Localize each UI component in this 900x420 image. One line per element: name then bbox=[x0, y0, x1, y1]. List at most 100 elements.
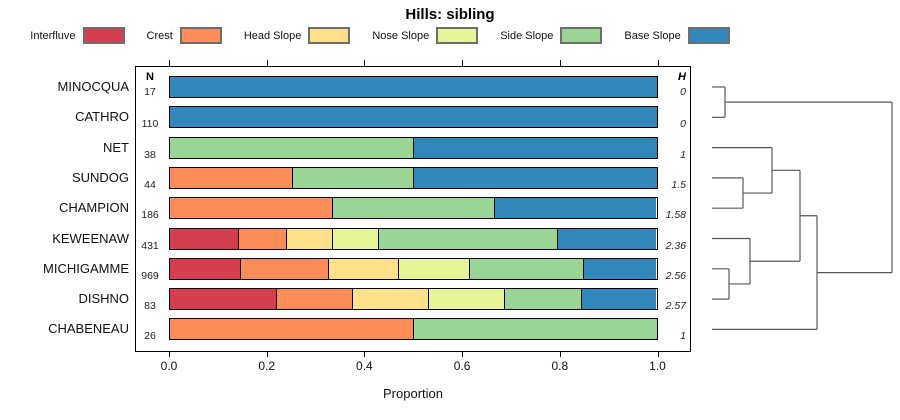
n-value: 83 bbox=[144, 300, 156, 313]
bar-segment-side-slope bbox=[413, 319, 657, 340]
legend-label: Side Slope bbox=[500, 29, 554, 42]
bar-row bbox=[169, 197, 658, 220]
bar-segment-side-slope bbox=[332, 198, 494, 219]
x-axis-tick-bottom bbox=[364, 351, 366, 357]
bar-row bbox=[169, 257, 658, 280]
bar-segment-nose-slope bbox=[398, 258, 469, 279]
bar-segment-base-slope bbox=[493, 198, 657, 219]
row-label: CATHRO bbox=[75, 109, 129, 125]
legend-label: Interfluve bbox=[30, 29, 76, 42]
x-axis-tick-label: 0.4 bbox=[356, 359, 373, 373]
x-axis-tick-label: 0.8 bbox=[551, 359, 569, 373]
bar-segment-crest bbox=[170, 198, 332, 219]
x-axis-tick-label: 0.2 bbox=[258, 359, 276, 373]
bar-segment-base-slope bbox=[580, 289, 657, 310]
h-value: 1.58 bbox=[665, 209, 686, 222]
h-value: 2.36 bbox=[665, 239, 686, 252]
h-value: 0 bbox=[680, 85, 686, 98]
x-axis-tick-top bbox=[169, 60, 170, 66]
bar-segment-interfluve bbox=[170, 289, 276, 310]
legend-item: Base Slope bbox=[624, 27, 730, 44]
bar-row bbox=[169, 106, 658, 129]
bar-segment-interfluve bbox=[170, 258, 240, 279]
n-value: 38 bbox=[144, 148, 156, 161]
n-value: 969 bbox=[141, 269, 159, 282]
row-label: CHAMPION bbox=[58, 200, 129, 216]
bar-segment-head-slope bbox=[328, 258, 399, 279]
x-axis-tick-bottom bbox=[559, 351, 561, 357]
bar-segment-nose-slope bbox=[428, 289, 505, 310]
x-axis-tick-top bbox=[559, 60, 561, 66]
n-value: 44 bbox=[144, 178, 156, 191]
legend-item: Interfluve bbox=[30, 27, 125, 44]
row-label: KEWEENAW bbox=[52, 230, 129, 246]
bar-segment-interfluve bbox=[170, 228, 239, 249]
bar-segment-base-slope bbox=[583, 258, 657, 279]
plot-area bbox=[135, 66, 691, 352]
h-value: 1 bbox=[680, 148, 686, 161]
bar-segment-base-slope bbox=[170, 107, 657, 128]
x-axis-tick-bottom bbox=[657, 351, 659, 357]
x-axis-title: Proportion bbox=[383, 386, 443, 401]
bar-segment-nose-slope bbox=[331, 228, 378, 249]
bar-segment-head-slope bbox=[351, 289, 429, 310]
n-column-header: N bbox=[146, 71, 154, 83]
bar-row bbox=[169, 76, 658, 98]
legend-item: Nose Slope bbox=[372, 27, 479, 44]
legend: Interfluve Crest Head Slope Nose Slope Side … bbox=[0, 27, 760, 44]
x-axis-tick-top bbox=[266, 60, 268, 66]
legend-label: Crest bbox=[146, 29, 173, 42]
legend-swatch bbox=[82, 27, 125, 44]
legend-swatch bbox=[179, 27, 222, 44]
legend-label: Nose Slope bbox=[372, 29, 430, 42]
h-value: 1 bbox=[680, 330, 686, 343]
n-value: 26 bbox=[144, 330, 156, 343]
row-label: SUNDOG bbox=[71, 169, 129, 185]
x-axis-tick-bottom bbox=[462, 351, 464, 357]
n-value: 110 bbox=[141, 118, 159, 131]
bar-segment-base-slope bbox=[413, 137, 657, 158]
n-value: 431 bbox=[141, 239, 159, 252]
legend-item: Head Slope bbox=[244, 27, 351, 44]
x-axis-tick-label: 1.0 bbox=[649, 359, 666, 373]
bar-segment-side-slope bbox=[170, 137, 414, 158]
bar-segment-side-slope bbox=[291, 167, 414, 188]
legend-label: Base Slope bbox=[624, 29, 681, 42]
bar-row bbox=[169, 136, 658, 159]
h-value: 1.5 bbox=[671, 178, 686, 191]
row-label: NET bbox=[103, 139, 129, 155]
x-axis-tick-top bbox=[657, 60, 659, 66]
bar-segment-base-slope bbox=[557, 228, 657, 249]
legend-swatch bbox=[687, 27, 730, 44]
h-column-header: H bbox=[678, 71, 686, 83]
row-label: MICHIGAMME bbox=[43, 260, 129, 276]
bar-segment-base-slope bbox=[413, 167, 657, 188]
bar-row bbox=[169, 166, 658, 189]
bar-row bbox=[169, 318, 658, 341]
chart-title: Hills: sibling bbox=[405, 6, 495, 23]
bar-segment-side-slope bbox=[377, 228, 558, 249]
x-axis-tick-top bbox=[462, 60, 464, 66]
x-axis-tick-label: 0.0 bbox=[160, 359, 178, 373]
bar-segment-crest bbox=[239, 258, 329, 279]
legend-swatch bbox=[560, 27, 603, 44]
row-label: DISHNO bbox=[78, 291, 129, 307]
bar-segment-base-slope bbox=[170, 77, 657, 97]
bar-row bbox=[169, 288, 658, 311]
bar-row bbox=[169, 227, 658, 250]
bar-segment-crest bbox=[275, 289, 352, 310]
x-axis-tick-label: 0.6 bbox=[453, 359, 471, 373]
n-value: 186 bbox=[141, 209, 159, 222]
h-value: 0 bbox=[680, 118, 686, 131]
h-value: 2.57 bbox=[665, 300, 686, 313]
legend-label: Head Slope bbox=[243, 29, 302, 42]
legend-item: Side Slope bbox=[500, 27, 603, 44]
bar-segment-crest bbox=[170, 167, 292, 188]
row-label: MINOCQUA bbox=[57, 79, 130, 94]
bar-segment-crest bbox=[238, 228, 286, 249]
x-axis-tick-bottom bbox=[169, 351, 170, 357]
x-axis-tick-top bbox=[364, 60, 366, 66]
legend-item: Crest bbox=[147, 27, 222, 44]
bar-segment-side-slope bbox=[504, 289, 581, 310]
